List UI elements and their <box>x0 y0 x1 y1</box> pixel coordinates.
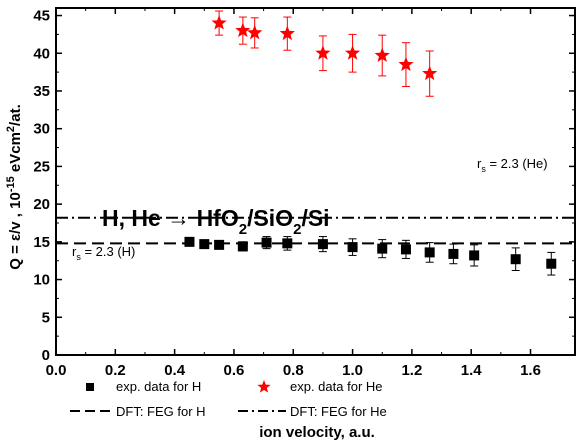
y-tick-label: 5 <box>42 309 50 326</box>
h-point <box>377 243 388 254</box>
h-point <box>261 237 272 248</box>
he-point <box>398 56 414 72</box>
he-point <box>235 22 251 38</box>
x-tick-label: 0.6 <box>224 362 245 379</box>
y-tick-label: 10 <box>33 272 50 289</box>
h-point <box>510 254 521 265</box>
he-point <box>211 15 227 30</box>
he-point <box>279 25 295 41</box>
h-point <box>282 238 293 249</box>
legend-label-dft-h: DFT: FEG for H <box>116 404 206 419</box>
h-point <box>448 248 459 259</box>
x-axis: 0.0 0.2 0.4 0.6 0.8 1.0 1.2 1.4 1.6 <box>46 8 541 379</box>
y-tick-label: 25 <box>33 158 50 175</box>
x-tick-label: 0.8 <box>283 362 304 379</box>
y-tick-label: 40 <box>33 45 50 62</box>
h-point <box>317 239 328 250</box>
x-tick-label: 0.2 <box>105 362 126 379</box>
plot-frame <box>55 7 576 356</box>
h-point <box>424 247 435 258</box>
y-tick-label: 20 <box>33 196 50 213</box>
legend-marker-h <box>86 383 94 391</box>
h-point <box>546 258 557 269</box>
x-tick-label: 1.6 <box>520 362 541 379</box>
he-point <box>247 24 263 40</box>
x-tick-label: 1.2 <box>401 362 422 379</box>
y-axis: 0 5 10 15 20 25 30 35 40 45 <box>33 8 575 364</box>
x-tick-label: 1.0 <box>342 362 363 379</box>
legend: exp. data for H exp. data for He DFT: FE… <box>70 379 387 419</box>
series-he-markers <box>211 10 438 97</box>
h-point <box>347 242 358 253</box>
he-point <box>374 47 390 62</box>
y-tick-label: 35 <box>33 83 50 100</box>
rs-he-annotation: rs = 2.3 (He) <box>477 156 548 174</box>
y-tick-label: 0 <box>42 347 50 364</box>
plot-border <box>55 7 576 356</box>
x-tick-label: 0.4 <box>164 362 186 379</box>
h-point <box>199 239 210 250</box>
y-axis-title: Q = ε/v , 10-15 eVcm2/at. <box>5 104 24 270</box>
legend-marker-he <box>257 380 271 393</box>
x-tick-label: 1.4 <box>461 362 483 379</box>
system-annotation: H, He → HfO2/SiO2/Si <box>102 205 330 238</box>
h-point <box>184 236 195 247</box>
he-point <box>344 45 361 60</box>
x-tick-label: 0.0 <box>46 362 67 379</box>
legend-label-dft-he: DFT: FEG for He <box>290 404 387 419</box>
he-point <box>422 65 438 81</box>
y-tick-label: 15 <box>33 234 50 251</box>
h-point <box>214 239 225 250</box>
legend-label-h: exp. data for H <box>116 379 201 394</box>
rs-h-annotation: rs = 2.3 (H) <box>72 244 135 262</box>
series-h-markers <box>184 236 557 276</box>
h-point <box>469 250 480 261</box>
legend-label-he: exp. data for He <box>290 379 383 394</box>
y-tick-label: 45 <box>33 8 50 25</box>
he-point <box>315 45 331 60</box>
y-tick-label: 30 <box>33 121 50 138</box>
model-lines <box>56 216 575 245</box>
h-point <box>237 241 248 252</box>
h-point <box>400 244 411 255</box>
x-axis-title: ion velocity, a.u. <box>259 424 375 441</box>
